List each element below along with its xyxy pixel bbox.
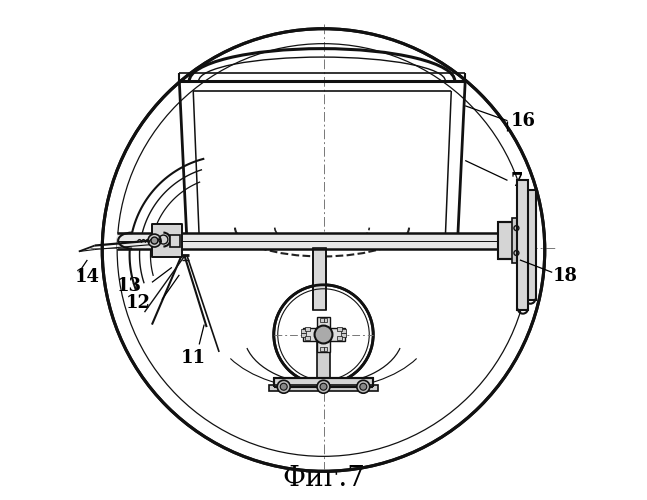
Bar	[117, 232, 527, 248]
Bar	[152, 224, 182, 258]
Bar	[518, 180, 529, 310]
Bar	[324, 318, 327, 322]
Circle shape	[102, 28, 545, 471]
Text: 13: 13	[117, 277, 142, 295]
Bar	[320, 348, 324, 352]
Circle shape	[317, 380, 330, 393]
Circle shape	[280, 384, 287, 390]
Text: 7: 7	[510, 172, 523, 190]
Text: Фиг.7: Фиг.7	[282, 465, 365, 492]
Bar	[525, 190, 536, 300]
Circle shape	[320, 384, 327, 390]
Text: 16: 16	[510, 112, 536, 130]
Text: 12: 12	[126, 294, 151, 312]
Circle shape	[356, 380, 369, 393]
Bar	[313, 248, 327, 310]
Bar	[269, 385, 378, 391]
Bar	[498, 222, 518, 260]
Bar	[317, 334, 330, 384]
Bar	[301, 329, 306, 333]
Bar	[303, 328, 345, 341]
Bar	[274, 378, 373, 386]
Bar	[305, 326, 310, 330]
Text: 14: 14	[75, 268, 100, 286]
Circle shape	[274, 285, 373, 384]
Bar	[317, 317, 330, 352]
Bar	[341, 333, 346, 337]
Circle shape	[148, 234, 161, 247]
Text: 11: 11	[181, 350, 206, 368]
Circle shape	[278, 380, 291, 393]
Bar	[305, 336, 310, 340]
Circle shape	[314, 326, 333, 344]
Circle shape	[151, 237, 158, 244]
Bar	[512, 218, 525, 264]
Bar	[301, 333, 306, 337]
Bar	[320, 318, 324, 322]
Bar	[337, 326, 342, 330]
Bar	[324, 348, 327, 352]
Circle shape	[360, 384, 367, 390]
Bar	[341, 329, 346, 333]
Bar	[170, 234, 181, 246]
Bar	[337, 336, 342, 340]
Text: 18: 18	[553, 267, 578, 285]
